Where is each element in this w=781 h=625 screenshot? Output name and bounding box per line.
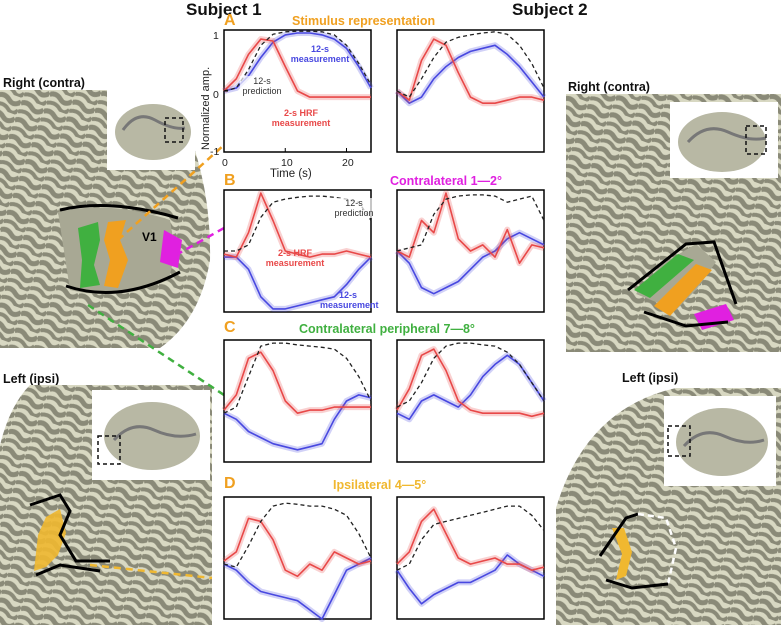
ytick-0: 0 [213, 89, 219, 101]
series-line-12-s-measurement [224, 256, 372, 310]
s2-right-cortex-image [566, 94, 781, 352]
series-line-12-s-prediction [396, 505, 545, 571]
s2-right-inset [670, 102, 778, 178]
subject2-heading: Subject 2 [512, 0, 588, 19]
series-line-12-s-measurement [396, 231, 545, 295]
s1-right-hemi-label: Right (contra) [3, 76, 85, 90]
series-line-2-s-hrf-measurement [223, 192, 372, 258]
series-line-12-s-prediction [396, 31, 545, 98]
s2-left-inset [664, 396, 776, 486]
series-line-12-s-prediction [223, 30, 372, 92]
panel-b-letter: B [224, 172, 236, 189]
panel-b-annot-pred: 12-s prediction [332, 198, 376, 218]
series-line-12-s-prediction [396, 342, 545, 408]
series-line-12-s-measurement [223, 557, 372, 620]
panel-c-title: Contralateral peripheral 7—8° [299, 322, 475, 336]
s1-left-cortex-image [0, 385, 212, 625]
series-line-12-s-prediction [223, 342, 372, 414]
panel-c-letter: C [224, 319, 236, 336]
panel-a-annot-blue: 12-s measurement [290, 44, 350, 64]
s1-left-inset [92, 390, 210, 480]
panel-d-letter: D [224, 475, 236, 492]
xlabel: Time (s) [270, 168, 312, 180]
series-line-2-s-hrf-measurement [396, 508, 545, 571]
subject1-heading: Subject 1 [186, 0, 262, 19]
series-line-12-s-prediction [223, 502, 372, 568]
ytick-1: 1 [213, 30, 219, 42]
v1-label: V1 [142, 230, 157, 244]
series-line-12-s-measurement [223, 32, 372, 92]
s1-right-inset [107, 90, 195, 170]
xtick-20: 20 [342, 157, 354, 169]
xtick-10: 10 [281, 157, 293, 169]
panel-b-annot-blue: 12-s measurement [320, 290, 379, 310]
s2-left-cortex-image [556, 388, 781, 625]
chart-frame-A-s2 [396, 29, 545, 153]
series-line-2-s-hrf-measurement [396, 348, 545, 418]
s1-right-roi-overlay [58, 204, 182, 295]
panel-a-letter: A [224, 12, 236, 29]
panel-a-annot-pred: 12-s prediction [240, 76, 284, 96]
s1-left-hemi-label: Left (ipsi) [3, 372, 60, 386]
xtick-0: 0 [222, 157, 228, 169]
series-line-12-s-measurement [223, 394, 372, 451]
series-line-2-s-hrf-measurement [223, 517, 372, 578]
panel-d-title: Ipsilateral 4—5° [333, 478, 427, 492]
series-line-2-s-hrf-measurement [223, 38, 371, 98]
ytick-neg1: -1 [210, 146, 220, 158]
series-line-2-s-hrf-measurement [396, 38, 545, 104]
series-line-12-s-measurement [396, 44, 545, 104]
s1-right-cortex-image: V1 [0, 90, 212, 348]
panel-a-title: Stimulus representation [292, 14, 436, 28]
panel-b-title: Contralateral 1—2° [390, 174, 502, 188]
s2-left-hemi-label: Left (ipsi) [622, 371, 679, 385]
series-line-12-s-measurement [396, 354, 545, 421]
series-line-2-s-hrf-measurement [223, 351, 371, 414]
panel-a-annot-red: 2-s HRF measurement [271, 108, 331, 128]
chart-frame-D-s2 [396, 496, 545, 620]
s2-right-hemi-label: Right (contra) [568, 80, 650, 94]
panel-b-annot-red: 2-s HRF measurement [265, 248, 325, 268]
series-line-2-s-hrf-measurement [396, 192, 545, 264]
